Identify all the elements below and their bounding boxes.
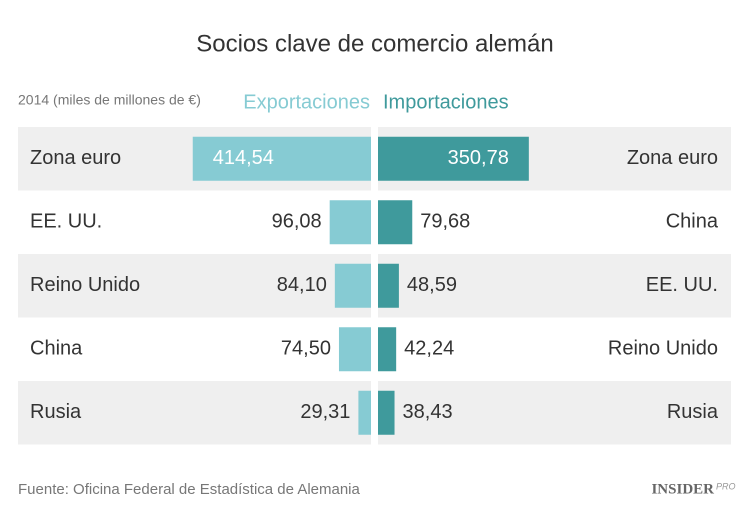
- bar: [378, 390, 395, 435]
- chart-title: Socios clave de comercio alemán: [196, 30, 554, 57]
- value-label: 38,43: [403, 401, 453, 423]
- bar: [358, 390, 371, 435]
- bar: [192, 136, 371, 181]
- bar: [378, 136, 529, 181]
- category-label: EE. UU.: [646, 274, 718, 296]
- category-label: Rusia: [667, 401, 719, 423]
- value-label: 84,10: [277, 274, 327, 296]
- subtitle: 2014 (miles de millones de €): [18, 92, 201, 108]
- category-label: Zona euro: [30, 147, 121, 169]
- legend-label: Importaciones: [383, 91, 509, 113]
- category-label: Reino Unido: [608, 338, 718, 360]
- value-label: 414,54: [213, 147, 274, 169]
- category-label: EE. UU.: [30, 211, 102, 233]
- value-label: 74,50: [281, 338, 331, 360]
- bar: [329, 200, 371, 245]
- bar: [378, 263, 399, 308]
- bar: [338, 327, 371, 372]
- category-label: Zona euro: [627, 147, 718, 169]
- rows: [18, 127, 731, 445]
- logo: INSIDER: [651, 481, 714, 497]
- category-label: Rusia: [30, 401, 82, 423]
- category-label: China: [30, 338, 83, 360]
- bar: [378, 200, 413, 245]
- legend-label: Exportaciones: [243, 91, 370, 113]
- value-label: 350,78: [448, 147, 509, 169]
- value-label: 42,24: [404, 338, 454, 360]
- category-label: China: [666, 211, 719, 233]
- value-label: 79,68: [420, 211, 470, 233]
- bar: [334, 263, 371, 308]
- value-label: 48,59: [407, 274, 457, 296]
- category-label: Reino Unido: [30, 274, 140, 296]
- bar: [378, 327, 397, 372]
- logo-sub: PRO: [716, 481, 736, 491]
- value-label: 96,08: [272, 211, 322, 233]
- source: Fuente: Oficina Federal de Estadística d…: [18, 481, 361, 498]
- value-label: 29,31: [300, 401, 350, 423]
